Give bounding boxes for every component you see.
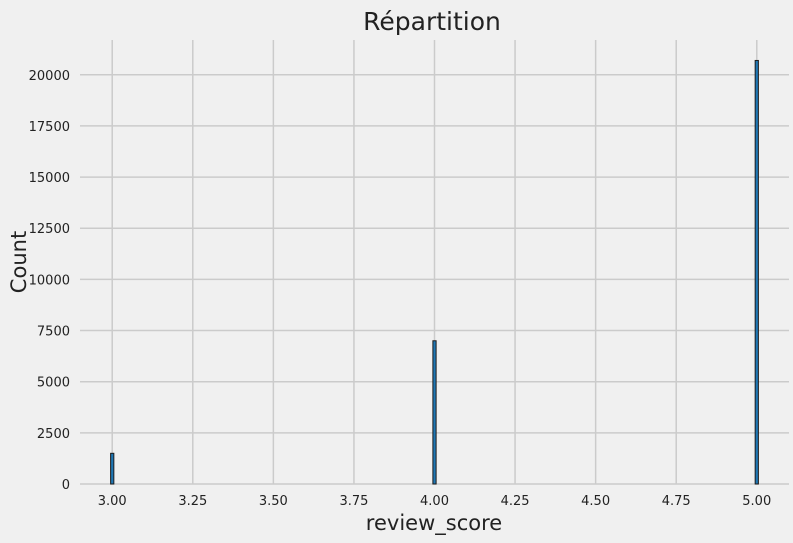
y-tick-label: 2500 [37,427,70,442]
x-tick-label: 3.75 [339,494,368,509]
x-tick-label: 3.25 [178,494,207,509]
x-tick-label: 4.50 [581,494,610,509]
y-tick-label: 10000 [29,273,70,288]
y-tick-label: 17500 [29,120,70,135]
x-axis-label: review_score [366,511,502,536]
x-tick-label: 4.75 [662,494,691,509]
y-tick-labels: 0 2500 5000 7500 10000 12500 15000 17500 20000 [29,69,70,493]
y-tick-label: 5000 [37,376,70,391]
x-tick-label: 4.00 [420,494,449,509]
y-tick-label: 15000 [29,171,70,186]
chart-title: Répartition [363,7,501,36]
y-tick-label: 20000 [29,69,70,84]
histogram-bar [110,452,115,485]
x-tick-label: 3.00 [98,494,127,509]
x-tick-label: 4.25 [501,494,530,509]
histogram-bar [754,59,759,485]
histogram-bar [432,340,437,485]
y-tick-label: 0 [62,478,70,493]
x-tick-label: 5.00 [742,494,771,509]
grid [80,40,789,485]
y-tick-label: 12500 [29,222,70,237]
y-axis-label: Count [7,231,31,293]
x-tick-labels: 3.00 3.25 3.50 3.75 4.00 4.25 4.50 4.75 5.00 [98,494,771,509]
y-tick-label: 7500 [37,325,70,340]
bars [110,59,759,485]
x-tick-label: 3.50 [259,494,288,509]
